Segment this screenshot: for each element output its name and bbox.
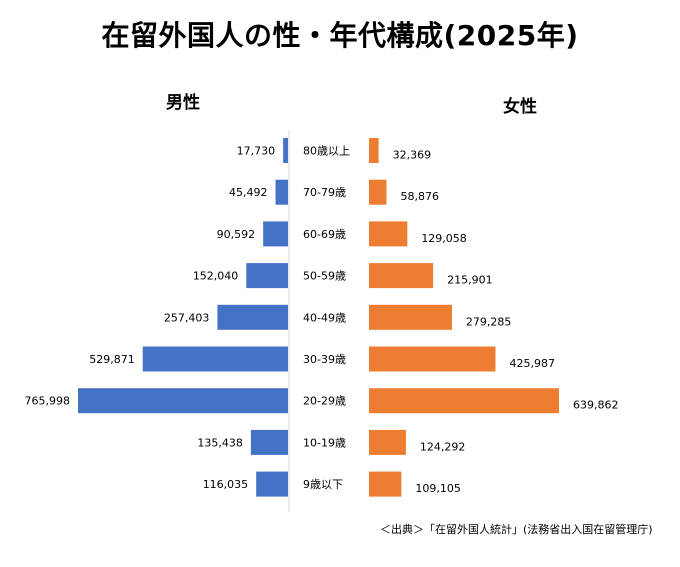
female-series-label: 女性	[503, 97, 537, 117]
male-value-label: 116,035	[203, 478, 249, 491]
female-value-label: 32,369	[393, 149, 432, 162]
female-bar	[369, 304, 452, 330]
female-value-label: 639,862	[573, 399, 619, 412]
male-series-label: 男性	[166, 93, 200, 113]
male-bar	[283, 138, 288, 163]
age-category-label: 80歳以上	[303, 145, 350, 158]
age-category-label: 50-59歳	[303, 270, 346, 283]
age-category-label: 70-79歳	[303, 186, 346, 199]
male-bar	[246, 263, 288, 289]
female-value-label: 215,901	[447, 274, 493, 287]
male-value-label: 152,040	[193, 270, 239, 283]
age-category-label: 20-29歳	[303, 395, 346, 408]
male-value-label: 765,998	[25, 395, 71, 408]
male-value-label: 135,438	[197, 436, 243, 449]
female-bar	[369, 346, 496, 372]
female-value-label: 124,292	[420, 440, 466, 453]
age-category-label: 9歳以下	[303, 478, 343, 491]
female-bar	[369, 221, 408, 247]
female-bar	[369, 429, 406, 455]
female-bar	[369, 471, 402, 497]
source-note: ＜出典＞「在留外国人統計」(法務省出入国在留管理庁)	[380, 523, 653, 536]
female-value-label: 129,058	[421, 232, 467, 245]
age-category-label: 30-39歳	[303, 353, 346, 366]
male-value-label: 90,592	[217, 228, 256, 241]
female-bar	[369, 138, 379, 163]
male-bar	[263, 221, 288, 247]
female-bar	[369, 263, 434, 289]
female-value-label: 58,876	[400, 190, 439, 203]
age-category-label: 10-19歳	[303, 436, 346, 449]
chart-title: 在留外国人の性・年代構成(2025年)	[101, 19, 579, 52]
female-value-label: 109,105	[415, 482, 461, 495]
male-bar	[217, 304, 288, 330]
male-value-label: 529,871	[89, 353, 135, 366]
male-value-label: 257,403	[164, 311, 210, 324]
male-value-label: 45,492	[229, 186, 268, 199]
male-value-label: 17,730	[237, 145, 276, 158]
male-bar	[256, 471, 288, 497]
age-category-label: 40-49歳	[303, 311, 346, 324]
age-category-label: 60-69歳	[303, 228, 346, 241]
male-bar	[78, 388, 288, 414]
male-bar	[250, 429, 288, 455]
male-bar	[275, 179, 288, 205]
male-bar	[142, 346, 288, 372]
female-value-label: 425,987	[509, 357, 555, 370]
female-value-label: 279,285	[466, 315, 512, 328]
female-bar	[369, 388, 559, 414]
female-bar	[369, 179, 387, 205]
